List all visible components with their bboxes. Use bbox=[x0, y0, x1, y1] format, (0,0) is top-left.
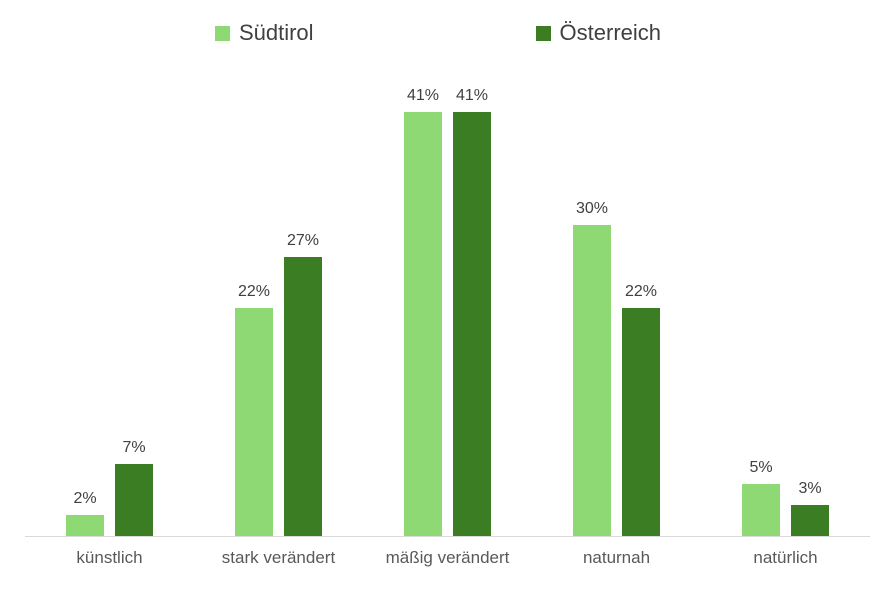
bar-with-label: 7% bbox=[115, 440, 153, 536]
category-group: 2% 7% bbox=[25, 70, 194, 536]
data-label: 27% bbox=[286, 232, 320, 249]
category-label: natürlich bbox=[753, 548, 818, 567]
category-group: 22% 27% bbox=[194, 70, 363, 536]
legend-swatch-icon bbox=[214, 25, 230, 41]
data-label: 30% bbox=[575, 200, 609, 217]
bar-s-dtirol bbox=[66, 515, 104, 536]
data-label: 41% bbox=[455, 87, 489, 104]
data-label: 7% bbox=[122, 439, 146, 456]
category-axis: künstlich stark verändert mäßig verändert n… bbox=[25, 548, 870, 568]
bar-s-dtirol bbox=[573, 225, 611, 536]
data-label: 2% bbox=[73, 490, 97, 507]
legend-label: Österreich bbox=[559, 20, 662, 45]
category-label: künstlich bbox=[76, 548, 143, 567]
bar--sterreich bbox=[453, 112, 491, 536]
legend-swatch-icon bbox=[535, 25, 551, 41]
bar-with-label: 22% bbox=[622, 284, 660, 536]
data-label: 5% bbox=[749, 459, 773, 476]
bar--sterreich bbox=[791, 505, 829, 536]
bar-with-label: 22% bbox=[235, 284, 273, 536]
bar-with-label: 5% bbox=[742, 460, 780, 536]
category-label: mäßig verändert bbox=[385, 548, 510, 567]
plot-area: 2% 7% 22% 27% 41% 41% 30% 22% 5% 3% bbox=[25, 70, 870, 537]
bars-container: 2% 7% 22% 27% 41% 41% 30% 22% 5% 3% bbox=[25, 70, 870, 536]
data-label: 3% bbox=[798, 480, 822, 497]
legend-item: Österreich bbox=[535, 20, 662, 45]
bar-with-label: 30% bbox=[573, 201, 611, 536]
bar-s-dtirol bbox=[742, 484, 780, 536]
data-label: 41% bbox=[406, 87, 440, 104]
bar-with-label: 27% bbox=[284, 233, 322, 536]
legend-item: Südtirol bbox=[214, 20, 314, 45]
data-label: 22% bbox=[237, 283, 271, 300]
bar-with-label: 41% bbox=[404, 88, 442, 536]
bar-with-label: 2% bbox=[66, 491, 104, 536]
category-label: stark verändert bbox=[221, 548, 336, 567]
category-label: naturnah bbox=[582, 548, 651, 567]
bar--sterreich bbox=[284, 257, 322, 536]
category-group: 30% 22% bbox=[532, 70, 701, 536]
data-label: 22% bbox=[624, 283, 658, 300]
legend-label: Südtirol bbox=[238, 20, 314, 45]
bar--sterreich bbox=[622, 308, 660, 536]
chart-legend: Südtirol Österreich bbox=[0, 22, 876, 44]
bar-with-label: 41% bbox=[453, 88, 491, 536]
bar-s-dtirol bbox=[235, 308, 273, 536]
bar-with-label: 3% bbox=[791, 481, 829, 536]
category-group: 5% 3% bbox=[701, 70, 870, 536]
category-group: 41% 41% bbox=[363, 70, 532, 536]
bar--sterreich bbox=[115, 464, 153, 536]
bar-s-dtirol bbox=[404, 112, 442, 536]
